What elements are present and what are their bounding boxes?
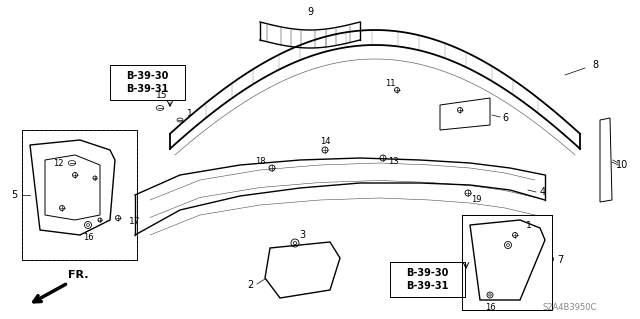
Text: 13: 13 bbox=[388, 158, 398, 167]
Text: 12: 12 bbox=[52, 159, 63, 167]
Text: 16: 16 bbox=[484, 303, 495, 313]
Bar bbox=[462, 215, 552, 310]
Text: B-39-31: B-39-31 bbox=[126, 84, 168, 94]
Text: 15: 15 bbox=[156, 92, 168, 100]
Text: B-39-30: B-39-30 bbox=[126, 71, 168, 81]
Text: 16: 16 bbox=[83, 234, 93, 242]
Text: 3: 3 bbox=[299, 230, 305, 240]
Text: 18: 18 bbox=[255, 158, 266, 167]
Text: S2A4B3950C: S2A4B3950C bbox=[543, 303, 597, 313]
Text: 9: 9 bbox=[307, 7, 313, 17]
Bar bbox=[22, 130, 137, 260]
Text: 1: 1 bbox=[526, 220, 532, 229]
Text: 5: 5 bbox=[11, 190, 17, 200]
Text: 2: 2 bbox=[247, 280, 253, 290]
Bar bbox=[22, 130, 137, 260]
Text: B-39-30: B-39-30 bbox=[406, 268, 448, 278]
Text: 19: 19 bbox=[471, 196, 481, 204]
Bar bbox=[390, 262, 465, 297]
Text: 10: 10 bbox=[616, 160, 628, 170]
Text: 14: 14 bbox=[320, 137, 330, 146]
Text: 7: 7 bbox=[557, 255, 563, 265]
Text: B-39-31: B-39-31 bbox=[406, 281, 448, 291]
Text: 8: 8 bbox=[592, 60, 598, 70]
Bar bbox=[462, 215, 552, 310]
Text: 6: 6 bbox=[502, 113, 508, 123]
Text: 4: 4 bbox=[540, 187, 546, 197]
Text: FR.: FR. bbox=[68, 270, 88, 280]
Text: 11: 11 bbox=[385, 78, 396, 87]
Text: 1: 1 bbox=[187, 108, 193, 117]
Bar bbox=[110, 65, 185, 100]
Text: 17: 17 bbox=[129, 218, 141, 226]
